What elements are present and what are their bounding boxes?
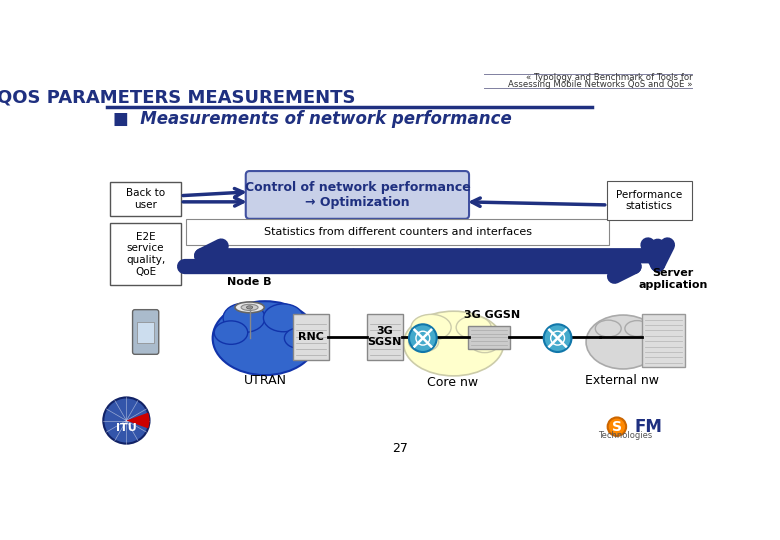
Circle shape — [608, 417, 626, 436]
Ellipse shape — [595, 320, 621, 337]
Ellipse shape — [411, 314, 451, 340]
Text: Technologies: Technologies — [598, 431, 653, 441]
Text: 3G
SGSN: 3G SGSN — [367, 326, 402, 347]
FancyBboxPatch shape — [186, 219, 609, 245]
Text: 27: 27 — [392, 442, 408, 455]
Ellipse shape — [586, 315, 660, 369]
Ellipse shape — [403, 311, 504, 376]
Text: FM: FM — [635, 418, 662, 436]
Text: External nw: External nw — [584, 374, 658, 387]
Ellipse shape — [456, 316, 491, 339]
Text: ■  Measurements of network performance: ■ Measurements of network performance — [113, 110, 512, 127]
Ellipse shape — [246, 306, 253, 309]
Text: S: S — [612, 420, 622, 434]
Ellipse shape — [409, 332, 438, 352]
Text: Assessing Mobile Networks QoS and QoE »: Assessing Mobile Networks QoS and QoE » — [508, 79, 693, 89]
FancyBboxPatch shape — [110, 182, 181, 215]
FancyBboxPatch shape — [468, 326, 510, 349]
Text: 3G GGSN: 3G GGSN — [464, 310, 520, 320]
Text: « Typology and Benchmark of Tools for: « Typology and Benchmark of Tools for — [526, 73, 693, 83]
Circle shape — [103, 397, 150, 444]
Ellipse shape — [213, 301, 317, 375]
Text: Control of network performance
→ Optimization: Control of network performance → Optimiz… — [244, 181, 470, 209]
FancyBboxPatch shape — [110, 224, 181, 285]
FancyBboxPatch shape — [246, 171, 469, 219]
Ellipse shape — [235, 302, 264, 313]
Wedge shape — [126, 413, 150, 428]
Circle shape — [544, 325, 572, 352]
FancyBboxPatch shape — [607, 181, 692, 220]
Ellipse shape — [215, 321, 248, 345]
Ellipse shape — [241, 304, 258, 310]
Ellipse shape — [625, 321, 649, 336]
Text: ITU: ITU — [116, 423, 136, 433]
Ellipse shape — [285, 328, 314, 348]
Ellipse shape — [470, 334, 498, 353]
Text: Core nw: Core nw — [427, 375, 477, 389]
Text: RNC: RNC — [298, 332, 324, 342]
FancyBboxPatch shape — [137, 322, 154, 343]
FancyBboxPatch shape — [133, 309, 159, 354]
Text: E2E
service
quality,
QoE: E2E service quality, QoE — [126, 232, 165, 276]
Text: Node B: Node B — [227, 277, 272, 287]
Ellipse shape — [223, 303, 265, 333]
FancyBboxPatch shape — [292, 314, 329, 360]
FancyBboxPatch shape — [641, 314, 686, 367]
Ellipse shape — [264, 304, 303, 332]
Circle shape — [409, 325, 437, 352]
Text: Back to
user: Back to user — [126, 188, 165, 210]
Text: UTRAN: UTRAN — [243, 374, 286, 387]
Text: Statistics from different counters and interfaces: Statistics from different counters and i… — [264, 227, 532, 237]
Text: QOS PARAMETERS MEASUREMENTS: QOS PARAMETERS MEASUREMENTS — [0, 89, 356, 107]
Text: Server
application: Server application — [638, 268, 707, 289]
Text: Performance
statistics: Performance statistics — [616, 190, 682, 211]
FancyBboxPatch shape — [367, 314, 402, 360]
